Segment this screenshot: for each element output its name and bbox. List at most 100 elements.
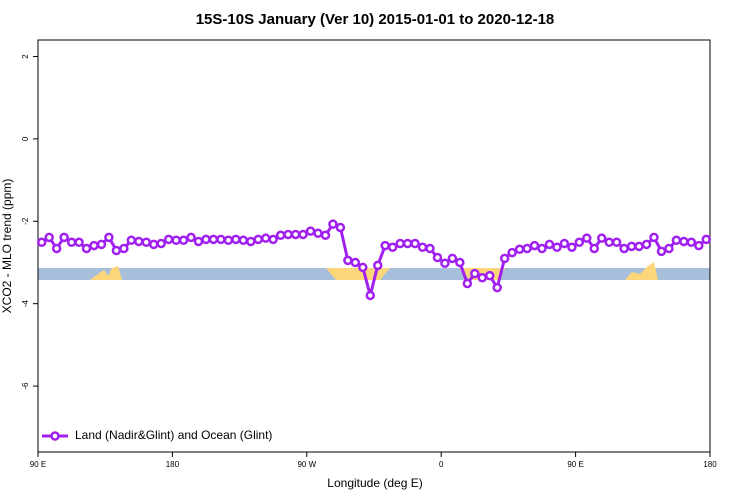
data-point xyxy=(201,234,211,245)
data-point xyxy=(641,239,652,250)
data-point xyxy=(74,237,84,248)
land-shape xyxy=(326,268,390,280)
data-point xyxy=(193,236,204,247)
data-point xyxy=(51,243,62,254)
x-tick-label: 90 W xyxy=(297,460,316,469)
data-point xyxy=(522,243,532,254)
data-point xyxy=(410,238,420,249)
data-point xyxy=(134,236,144,247)
data-point xyxy=(664,243,674,254)
data-point xyxy=(126,235,137,245)
chart-title: 15S-10S January (Ver 10) 2015-01-01 to 2… xyxy=(196,11,555,28)
data-point xyxy=(148,239,159,250)
data-point xyxy=(559,238,570,249)
data-point xyxy=(417,242,428,252)
data-point xyxy=(499,253,510,264)
land-shape xyxy=(90,266,122,280)
data-point xyxy=(298,229,308,240)
data-point xyxy=(671,235,682,245)
data-point xyxy=(656,246,667,257)
y-tick-label: -2 xyxy=(21,217,30,225)
data-point xyxy=(492,282,502,293)
data-point xyxy=(156,238,166,249)
data-point xyxy=(649,232,659,243)
x-tick-label: 180 xyxy=(166,460,180,469)
data-point xyxy=(507,247,517,258)
legend-marker xyxy=(50,431,60,441)
data-point xyxy=(552,242,562,252)
data-point xyxy=(89,240,99,251)
legend-label: Land (Nadir&Glint) and Ocean (Glint) xyxy=(75,428,272,442)
y-tick-label: 2 xyxy=(21,54,30,59)
data-point xyxy=(343,255,353,266)
data-point xyxy=(455,257,465,268)
data-point xyxy=(432,252,443,263)
data-point xyxy=(231,234,241,245)
plot-frame xyxy=(37,39,711,453)
data-point xyxy=(611,237,622,248)
data-point xyxy=(253,234,264,245)
data-point xyxy=(350,257,361,268)
data-point xyxy=(440,258,450,269)
data-point xyxy=(365,290,376,301)
data-point xyxy=(679,236,689,247)
data-point xyxy=(402,238,413,249)
data-point xyxy=(358,262,368,273)
y-tick-label: 0 xyxy=(21,136,30,141)
data-point xyxy=(59,232,69,243)
data-point xyxy=(275,230,286,241)
data-point xyxy=(208,234,219,245)
data-point xyxy=(305,226,316,236)
x-tick-label: 90 E xyxy=(567,460,583,469)
data-point xyxy=(537,243,547,254)
data-point xyxy=(387,242,398,252)
data-point xyxy=(470,268,480,279)
data-point xyxy=(223,235,234,245)
data-point xyxy=(589,243,600,254)
x-tick-label: 180 xyxy=(703,460,717,469)
data-point xyxy=(290,229,301,240)
data-point xyxy=(694,240,704,251)
data-point xyxy=(529,240,540,251)
x-tick-label: 90 E xyxy=(30,460,46,469)
data-point xyxy=(104,232,114,243)
data-point xyxy=(96,239,107,250)
data-point xyxy=(141,237,152,248)
data-point xyxy=(582,233,592,243)
data-point xyxy=(44,232,54,243)
data-point xyxy=(380,240,390,251)
data-point xyxy=(596,233,607,243)
data-point xyxy=(246,236,256,247)
data-point xyxy=(81,243,92,254)
data-point xyxy=(171,235,181,245)
data-point xyxy=(111,245,122,256)
data-point xyxy=(238,235,249,245)
y-tick-label: -4 xyxy=(21,300,30,308)
x-axis-label: Longitude (deg E) xyxy=(327,476,422,490)
data-point xyxy=(260,233,271,243)
data-point xyxy=(283,229,293,240)
data-point xyxy=(462,278,473,289)
data-point xyxy=(626,241,637,252)
data-point xyxy=(36,237,47,248)
data-point xyxy=(447,253,458,264)
data-point xyxy=(701,234,712,245)
data-point xyxy=(484,270,495,281)
data-point xyxy=(163,234,174,245)
data-point xyxy=(514,244,525,255)
data-point xyxy=(425,243,435,254)
data-point xyxy=(328,219,338,229)
x-tick-label: 0 xyxy=(439,460,444,469)
data-point xyxy=(395,238,405,249)
land-shape xyxy=(625,262,658,280)
data-point xyxy=(574,237,585,248)
data-point xyxy=(178,235,189,245)
data-point xyxy=(544,239,555,250)
data-point xyxy=(372,260,383,271)
data-point xyxy=(66,237,77,248)
y-tick-label: -6 xyxy=(21,382,30,390)
data-point xyxy=(634,241,644,252)
data-point xyxy=(119,243,129,254)
data-point xyxy=(320,230,331,241)
